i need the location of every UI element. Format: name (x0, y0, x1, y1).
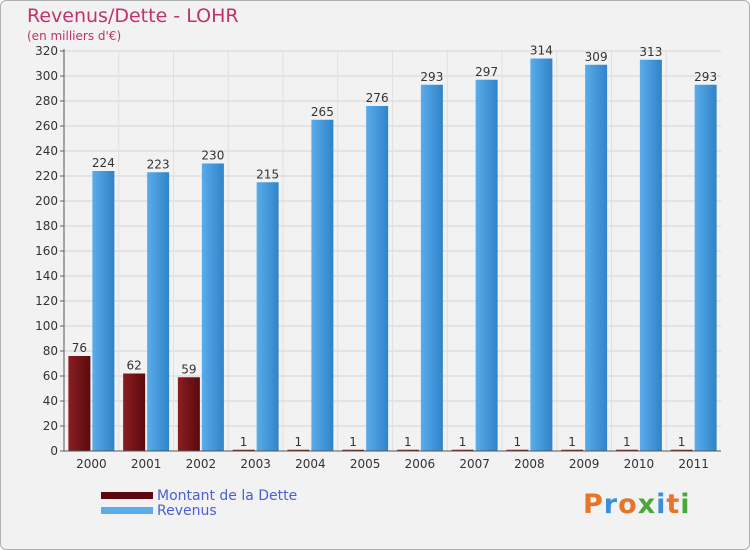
y-tick-label: 300 (35, 69, 58, 83)
y-tick-label: 80 (43, 344, 58, 358)
x-tick-label-2005: 2005 (350, 457, 381, 471)
proxiti-logo: Proxiti (583, 489, 691, 520)
x-tick-label-2003: 2003 (240, 457, 271, 471)
y-tick-label: 60 (43, 369, 58, 383)
logo-letter: i (680, 489, 691, 520)
x-tick-label-2001: 2001 (131, 457, 162, 471)
y-tick-label: 320 (35, 44, 58, 58)
y-tick-label: 200 (35, 194, 58, 208)
legend-swatch-revenus (101, 507, 153, 514)
data-label-dette-2007: 1 (459, 435, 467, 449)
data-label-revenus-2009: 309 (585, 50, 608, 64)
bar-revenus-2007 (475, 79, 498, 451)
y-tick-label: 240 (35, 144, 58, 158)
data-label-dette-2001: 62 (126, 359, 141, 373)
x-tick-label-2009: 2009 (569, 457, 600, 471)
logo-letter: t (666, 489, 681, 520)
bar-revenus-2005 (366, 106, 389, 451)
data-label-dette-2010: 1 (623, 435, 631, 449)
data-label-revenus-2002: 230 (201, 149, 224, 163)
data-label-dette-2006: 1 (404, 435, 412, 449)
data-label-revenus-2007: 297 (475, 65, 498, 79)
x-tick-label-2010: 2010 (624, 457, 655, 471)
data-label-dette-2002: 59 (181, 362, 196, 376)
y-tick-label: 260 (35, 119, 58, 133)
x-tick-label-2011: 2011 (678, 457, 709, 471)
data-label-revenus-2011: 293 (694, 70, 717, 84)
data-label-dette-2011: 1 (678, 435, 686, 449)
bar-revenus-2009 (585, 64, 608, 451)
chart-title: Revenus/Dette - LOHR (27, 5, 239, 27)
y-tick-label: 0 (50, 444, 58, 458)
y-tick-label: 140 (35, 269, 58, 283)
y-tick-label: 40 (43, 394, 58, 408)
x-tick-label-2000: 2000 (76, 457, 107, 471)
x-tick-label-2004: 2004 (295, 457, 326, 471)
bar-dette-2002 (177, 377, 200, 451)
bar-revenus-2003 (256, 182, 279, 451)
y-tick-label: 120 (35, 294, 58, 308)
legend-label-revenus: Revenus (157, 502, 217, 519)
x-tick-label-2002: 2002 (186, 457, 217, 471)
data-label-revenus-2001: 223 (147, 157, 170, 171)
data-label-revenus-2010: 313 (639, 45, 662, 59)
logo-letter: P (583, 489, 604, 520)
data-label-dette-2003: 1 (240, 435, 248, 449)
y-tick-label: 20 (43, 419, 58, 433)
data-label-revenus-2003: 215 (256, 167, 279, 181)
bar-revenus-2011 (694, 84, 717, 451)
data-label-revenus-2000: 224 (92, 156, 115, 170)
legend-item-dette: Montant de la Dette (101, 487, 298, 504)
bar-revenus-2000 (92, 171, 115, 451)
y-tick-label: 280 (35, 94, 58, 108)
bar-revenus-2002 (201, 163, 224, 451)
x-tick-label-2008: 2008 (514, 457, 545, 471)
data-label-dette-2009: 1 (568, 435, 576, 449)
logo-letter: i (656, 489, 667, 520)
x-tick-label-2006: 2006 (405, 457, 436, 471)
bar-dette-2000 (68, 356, 91, 451)
data-label-revenus-2006: 293 (420, 70, 443, 84)
bar-revenus-2008 (530, 58, 553, 451)
bar-revenus-2001 (147, 172, 170, 451)
legend-swatch-dette (101, 492, 153, 499)
data-label-revenus-2008: 314 (530, 44, 553, 58)
data-label-revenus-2004: 265 (311, 105, 334, 119)
y-tick-label: 180 (35, 219, 58, 233)
y-tick-label: 100 (35, 319, 58, 333)
bar-revenus-2010 (639, 59, 662, 451)
bar-dette-2001 (123, 373, 146, 451)
data-label-dette-2008: 1 (514, 435, 522, 449)
y-tick-label: 220 (35, 169, 58, 183)
data-label-dette-2004: 1 (295, 435, 303, 449)
bar-revenus-2006 (420, 84, 443, 451)
logo-letter: o (618, 489, 638, 520)
data-label-dette-2000: 76 (72, 341, 87, 355)
chart-subtitle: (en milliers d'€) (27, 29, 122, 43)
legend-item-revenus: Revenus (101, 502, 297, 519)
data-label-revenus-2005: 276 (366, 91, 389, 105)
data-label-dette-2005: 1 (349, 435, 357, 449)
legend-label-dette: Montant de la Dette (157, 487, 298, 504)
logo-letter: x (637, 489, 657, 520)
x-tick-label-2007: 2007 (459, 457, 490, 471)
chart-legend: Montant de la Dette Revenus (101, 487, 298, 519)
bar-revenus-2004 (311, 119, 334, 451)
y-tick-label: 160 (35, 244, 58, 258)
logo-letter: r (603, 489, 619, 520)
